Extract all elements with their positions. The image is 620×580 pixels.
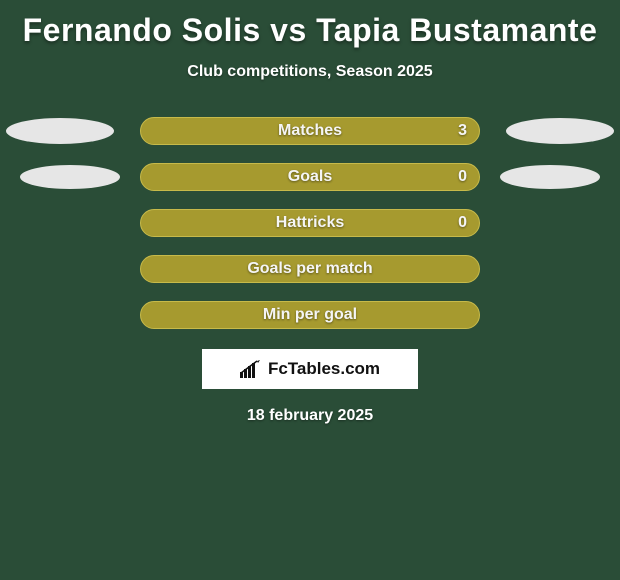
stat-row: Matches 3 — [0, 117, 620, 145]
branding-text: FcTables.com — [268, 359, 380, 379]
player-left-marker — [20, 165, 120, 189]
stat-label: Goals — [288, 168, 332, 186]
stat-row: Goals per match — [0, 255, 620, 283]
stat-label: Hattricks — [276, 214, 344, 232]
stat-row: Hattricks 0 — [0, 209, 620, 237]
stat-value: 0 — [458, 168, 467, 186]
stats-rows: Matches 3 Goals 0 Hattricks 0 Goals per match M… — [0, 117, 620, 329]
stat-value: 3 — [458, 122, 467, 140]
player-left-marker — [6, 118, 114, 144]
stat-bar: Min per goal — [140, 301, 480, 329]
stat-row: Goals 0 — [0, 163, 620, 191]
stat-label: Matches — [278, 122, 342, 140]
player-right-marker — [506, 118, 614, 144]
stat-label: Min per goal — [263, 306, 357, 324]
snapshot-date: 18 february 2025 — [0, 407, 620, 425]
bar-chart-icon — [240, 360, 262, 378]
stat-row: Min per goal — [0, 301, 620, 329]
stat-bar: Goals 0 — [140, 163, 480, 191]
stat-bar: Hattricks 0 — [140, 209, 480, 237]
stat-bar: Matches 3 — [140, 117, 480, 145]
competition-subtitle: Club competitions, Season 2025 — [0, 63, 620, 81]
player-right-marker — [500, 165, 600, 189]
branding-panel: FcTables.com — [202, 349, 418, 389]
comparison-title: Fernando Solis vs Tapia Bustamante — [0, 0, 620, 49]
stat-bar: Goals per match — [140, 255, 480, 283]
stat-label: Goals per match — [247, 260, 372, 278]
stat-value: 0 — [458, 214, 467, 232]
